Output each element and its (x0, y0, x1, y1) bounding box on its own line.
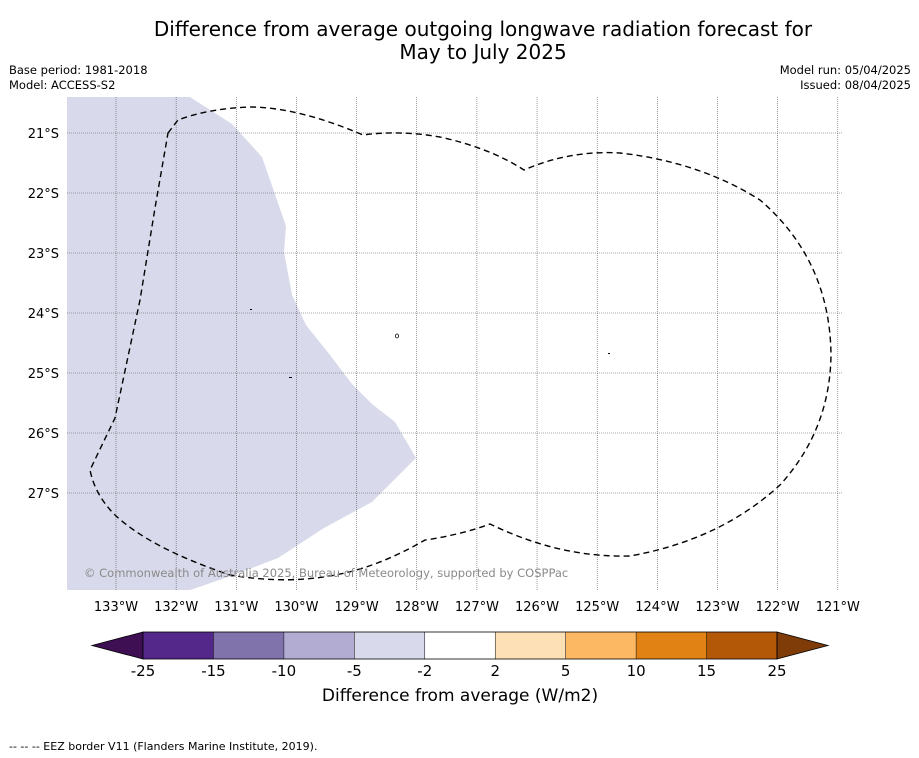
colorbar-tick-label: 15 (697, 662, 716, 680)
longitude-label: 123°W (695, 600, 739, 615)
colorbar-outline (142, 631, 778, 660)
longitude-label: 127°W (455, 600, 499, 615)
latitude-label: 21°S (28, 127, 59, 142)
colorbar-tick-label: 25 (767, 662, 786, 680)
longitude-label: 130°W (274, 600, 318, 615)
longitude-label: 131°W (214, 600, 258, 615)
model-run: Model run: 05/04/2025 (779, 63, 911, 77)
longitude-label: 121°W (816, 600, 860, 615)
colorbar-tick-label: -15 (201, 662, 226, 680)
colorbar-ticks: -25 -15 -10 -5 -2 2 5 10 15 25 (131, 662, 787, 680)
title-line-2: May to July 2025 (399, 40, 567, 64)
colorbar-tick-label: 5 (561, 662, 571, 680)
graticule (67, 97, 843, 591)
colorbar-segment (565, 632, 637, 659)
colorbar (90, 631, 830, 660)
colorbar-tick-label: 10 (627, 662, 646, 680)
base-period: Base period: 1981-2018 (9, 63, 148, 77)
longitude-label: 133°W (94, 600, 138, 615)
longitude-label: 125°W (575, 600, 619, 615)
colorbar-tick-label: -25 (131, 662, 156, 680)
latitude-label: 22°S (28, 187, 59, 202)
colorbar-segment (283, 632, 355, 659)
eez-border (89, 106, 832, 581)
latitude-label: 24°S (28, 307, 59, 322)
longitude-labels: 133°W 132°W 131°W 130°W 129°W 128°W 127°W 126°W… (94, 600, 860, 615)
eez-footnote: -- -- -- EEZ border V11 (Flanders Marine… (9, 740, 318, 753)
colorbar-title: Difference from average (W/m2) (321, 686, 599, 706)
latitude-label: 26°S (28, 427, 59, 442)
latitude-label: 23°S (28, 247, 59, 262)
model-name: Model: ACCESS-S2 (9, 78, 116, 92)
islet-1 (250, 309, 252, 310)
colorbar-segment (143, 632, 214, 659)
colorbar-extend-low (90, 631, 144, 660)
longitude-label: 128°W (395, 600, 439, 615)
colorbar-segment (213, 632, 284, 659)
longitude-label: 122°W (756, 600, 800, 615)
latitude-labels: 21°S 22°S 23°S 24°S 25°S 26°S 27°S (28, 127, 59, 502)
longitude-label: 132°W (154, 600, 198, 615)
longitude-label: 129°W (335, 600, 379, 615)
colorbar-segment (495, 632, 566, 659)
colorbar-tick-label: 2 (490, 662, 500, 680)
meta-left: Base period: 1981-2018 Model: ACCESS-S2 (9, 63, 148, 93)
colorbar-tick-label: -2 (417, 662, 432, 680)
map-plot-area: © Commonwealth of Australia 2025, Bureau… (67, 97, 843, 591)
latitude-label: 27°S (28, 487, 59, 502)
longitude-label: 124°W (635, 600, 679, 615)
islet-2 (289, 377, 292, 378)
title-line-1: Difference from average outgoing longwav… (153, 17, 813, 41)
map-title: Difference from average outgoing longwav… (0, 18, 919, 64)
colorbar-segment (354, 632, 425, 659)
colorbar-segment (636, 632, 707, 659)
colorbar-segment (706, 632, 777, 659)
negative-anomaly-region (67, 97, 416, 590)
colorbar-extend-high (776, 631, 830, 660)
colorbar-tick-label: -5 (347, 662, 362, 680)
islet-4 (608, 353, 610, 354)
meta-right: Model run: 05/04/2025 Issued: 08/04/2025 (780, 63, 911, 93)
colorbar-tick-label: -10 (272, 662, 297, 680)
issued-date: Issued: 08/04/2025 (800, 78, 911, 92)
colorbar-segment (424, 632, 496, 659)
latitude-label: 25°S (28, 367, 59, 382)
islet-3 (394, 333, 399, 339)
copyright-notice: © Commonwealth of Australia 2025, Bureau… (84, 566, 568, 580)
longitude-label: 126°W (515, 600, 559, 615)
